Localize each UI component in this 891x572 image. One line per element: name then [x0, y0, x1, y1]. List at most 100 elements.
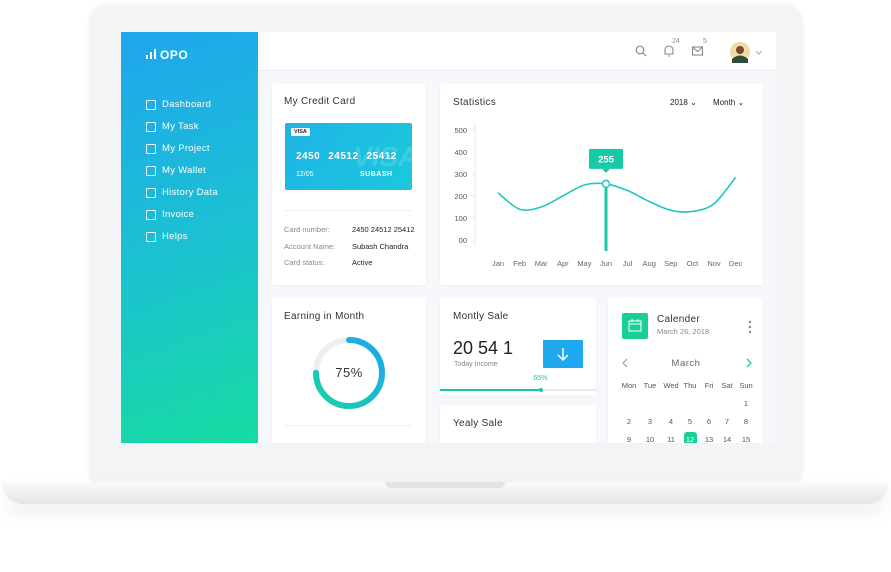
mail-icon[interactable]	[691, 44, 705, 58]
weekday: Tue	[643, 381, 657, 390]
visa-card[interactable]: VISA VISA 2450 24512 25412 12/05 SUBASH	[285, 123, 418, 190]
detail-value: Active	[352, 258, 373, 267]
day[interactable]: 7	[724, 417, 730, 426]
prev-month[interactable]	[621, 358, 629, 368]
panel-title: Earning in Month	[284, 311, 365, 322]
bell-icon[interactable]	[662, 44, 676, 58]
card-expiry: 12/05	[296, 171, 314, 178]
brand-icon	[146, 49, 156, 59]
weekday: Thu	[683, 381, 697, 390]
x-tick-label: Oct	[687, 259, 700, 268]
menu-item[interactable]: Helps	[162, 231, 188, 242]
year: 2018	[670, 98, 688, 107]
panel-title: Montly Sale	[453, 311, 509, 322]
period-select[interactable]: Month ⌄	[713, 98, 745, 107]
down-button[interactable]	[543, 340, 583, 368]
screen: OPO Dashboard My Task My Project My Wallet H…	[121, 32, 776, 443]
calendar-month: March	[671, 358, 701, 369]
menu-item[interactable]: Dashboard	[162, 99, 212, 110]
search-icon[interactable]	[634, 44, 648, 58]
detail-label: Card number:	[284, 225, 330, 234]
weekday: Fri	[704, 381, 714, 390]
day[interactable]: 9	[626, 435, 632, 443]
calendar-icon	[622, 313, 648, 339]
x-tick-label: Apr	[557, 259, 569, 268]
menu-item[interactable]: My Project	[162, 143, 210, 154]
weekday: Mon	[621, 381, 637, 390]
detail-label: Card status:	[284, 258, 325, 267]
day[interactable]: 5	[687, 417, 693, 426]
menu-icon	[146, 122, 156, 132]
tooltip-arrow	[602, 168, 610, 173]
sale-caption: Today Income	[454, 361, 498, 368]
menu-item[interactable]: Invoice	[162, 209, 195, 220]
panel-title: Calender	[657, 314, 700, 325]
next-month[interactable]	[745, 358, 753, 368]
menu-item[interactable]: History Data	[162, 187, 218, 198]
avatar[interactable]	[729, 41, 765, 63]
ring-progress	[313, 337, 385, 409]
yearly-sale-panel: Yealy Sale	[440, 405, 596, 443]
weekday: Sun	[739, 381, 753, 390]
card-number-group: 25412	[366, 151, 397, 162]
y-tick-label: 00	[459, 236, 467, 245]
card-holder: SUBASH	[360, 171, 393, 178]
earning-ring: 75%	[313, 337, 385, 409]
progress-knob	[539, 388, 544, 392]
card-number-group: 24512	[328, 151, 359, 162]
earning-panel: Earning in Month 75%	[272, 298, 426, 443]
day[interactable]: 13	[704, 435, 714, 443]
day[interactable]: 2	[626, 417, 632, 426]
card-number-group: 2450	[296, 151, 321, 162]
y-tick-label: 400	[454, 148, 467, 157]
laptop-base	[2, 482, 889, 504]
panel-title: Yealy Sale	[453, 418, 503, 429]
tooltip-value: 255	[598, 154, 615, 165]
menu-icon	[146, 166, 156, 176]
day[interactable]: 11	[667, 435, 675, 443]
y-tick-label: 300	[454, 170, 467, 179]
alert-count: 24	[672, 38, 680, 45]
day[interactable]: 10	[645, 435, 655, 443]
y-tick-label: 200	[454, 192, 467, 201]
card-brand: VISA	[291, 128, 310, 136]
year-select[interactable]: 2018 ⌄	[670, 98, 697, 107]
tooltip-box	[589, 148, 623, 169]
message-count: 5	[703, 38, 707, 45]
menu-item[interactable]: My Task	[162, 121, 199, 132]
more-menu[interactable]	[747, 320, 753, 334]
day[interactable]: 6	[706, 417, 712, 426]
day[interactable]: 8	[743, 417, 749, 426]
highlight-point	[601, 179, 611, 189]
panel-title: Statistics	[453, 97, 497, 108]
day[interactable]: 4	[668, 417, 674, 426]
card-number: 2450 24512 25412	[296, 151, 397, 162]
x-tick-label: Feb	[513, 259, 526, 268]
statistics-panel: Statistics 2018 ⌄ Month ⌄ 00 100 200 300 400…	[440, 84, 763, 285]
x-tick-label: Nov	[707, 259, 721, 268]
day[interactable]: 14	[722, 435, 732, 443]
day[interactable]: 3	[647, 417, 653, 426]
day[interactable]: 1	[743, 399, 749, 408]
menu-item[interactable]: My Wallet	[162, 165, 207, 176]
x-tick-label: Sep	[664, 259, 677, 268]
x-tick-label: Mar	[535, 259, 548, 268]
selected-day	[684, 432, 697, 443]
earning-value: 75%	[335, 365, 363, 380]
panel-title: My Credit Card	[284, 96, 356, 107]
weekday: Sat	[721, 381, 733, 390]
calendar-panel: Calender March 26, 2018 March Mon Tue Wed T…	[608, 298, 763, 443]
detail-value: 2450 24512 25412	[352, 225, 415, 234]
y-tick-label: 100	[454, 214, 467, 223]
monthly-sale-panel: Montly Sale 20 54 1 Today Income 65%	[440, 298, 596, 396]
line-series	[497, 176, 737, 213]
x-tick-label: May	[577, 259, 591, 268]
top-bar: 24 5	[258, 32, 776, 71]
statistics-chart: 00 100 200 300 400 500 Jan Feb Mar Apr May Jun Jul Au…	[454, 124, 743, 268]
menu-icon	[146, 210, 156, 220]
progress-label: 65%	[533, 375, 548, 382]
day[interactable]: 12	[685, 435, 695, 443]
brand: OPO	[160, 48, 189, 62]
day[interactable]: 15	[741, 435, 751, 443]
